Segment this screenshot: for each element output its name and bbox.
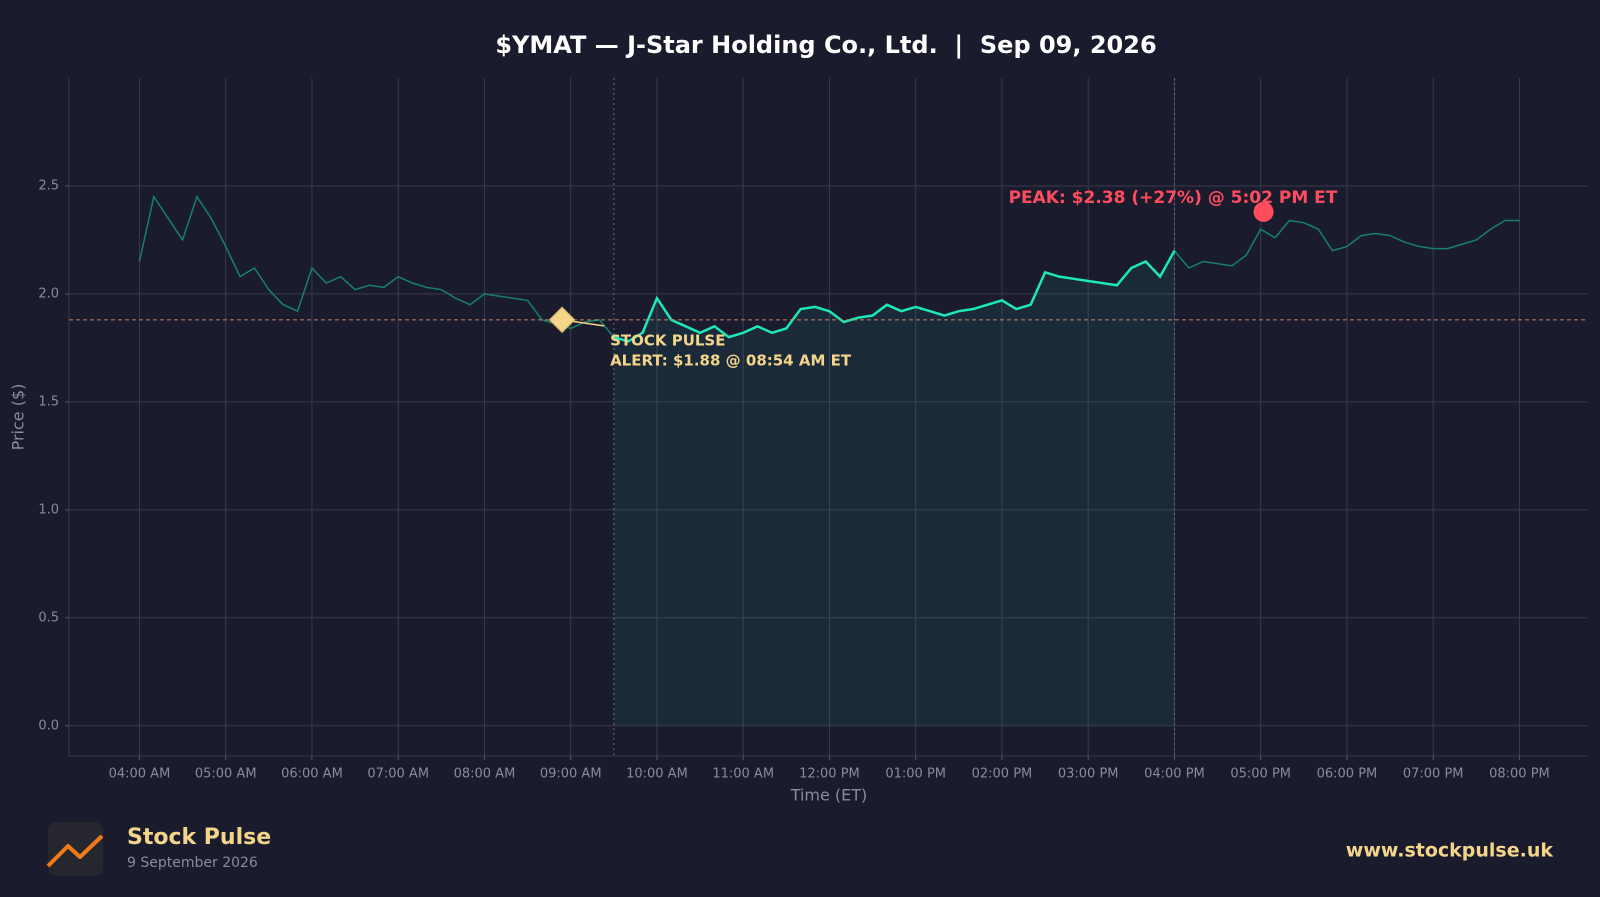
x-tick-label: 06:00 AM: [281, 767, 343, 782]
x-tick-label: 04:00 AM: [109, 767, 171, 782]
x-tick-label: 09:00 AM: [540, 767, 602, 782]
x-tick-label: 06:00 PM: [1317, 767, 1378, 782]
y-tick-label: 1.0: [38, 502, 59, 517]
logo-icon: [46, 834, 104, 868]
x-tick-label: 05:00 AM: [195, 767, 257, 782]
x-axis-label: Time (ET): [790, 786, 868, 805]
x-tick-label: 04:00 PM: [1144, 767, 1205, 782]
x-tick-label: 11:00 AM: [712, 767, 774, 782]
x-tick-label: 12:00 PM: [799, 767, 860, 782]
y-tick-label: 2.0: [38, 286, 59, 301]
x-tick-label: 02:00 PM: [972, 767, 1033, 782]
x-tick-label: 07:00 PM: [1403, 767, 1464, 782]
x-tick-label: 01:00 PM: [885, 767, 946, 782]
plot-area: 0.0 0.5 1.0 1.5 2.0 2.5 04:00 AM 05:00 AM 06:00 …: [38, 78, 1587, 782]
x-tick-label: 08:00 AM: [454, 767, 516, 782]
alert-marker: [548, 306, 576, 334]
website: www.stockpulse.uk: [1346, 840, 1554, 862]
session-area: [613, 250, 1175, 726]
x-tick-label: 07:00 AM: [367, 767, 429, 782]
chart-title: $YMAT — J-Star Holding Co., Ltd. | Sep 0…: [495, 31, 1156, 59]
alert-label: STOCK PULSE: [610, 331, 725, 349]
peak-marker: [1253, 201, 1274, 222]
logo-box: [48, 822, 103, 876]
x-tick-label: 05:00 PM: [1230, 767, 1291, 782]
y-axis-label: Price ($): [9, 384, 28, 451]
y-tick-label: 0.0: [38, 718, 59, 733]
peak-label: PEAK: $2.38 (+27%) @ 5:02 PM ET: [1009, 188, 1338, 208]
brand-date: 9 September 2026: [127, 855, 258, 871]
y-tick-label: 0.5: [38, 610, 59, 625]
y-tick-label: 2.5: [38, 178, 59, 193]
x-tick-label: 08:00 PM: [1489, 767, 1550, 782]
session-line: [613, 250, 1176, 343]
x-tick-label: 10:00 AM: [626, 767, 688, 782]
brand-name: Stock Pulse: [127, 825, 271, 850]
alert-label: ALERT: $1.88 @ 08:54 AM ET: [610, 351, 852, 369]
x-tick-label: 03:00 PM: [1058, 767, 1119, 782]
y-tick-label: 1.5: [38, 394, 59, 409]
logo: [46, 822, 104, 876]
